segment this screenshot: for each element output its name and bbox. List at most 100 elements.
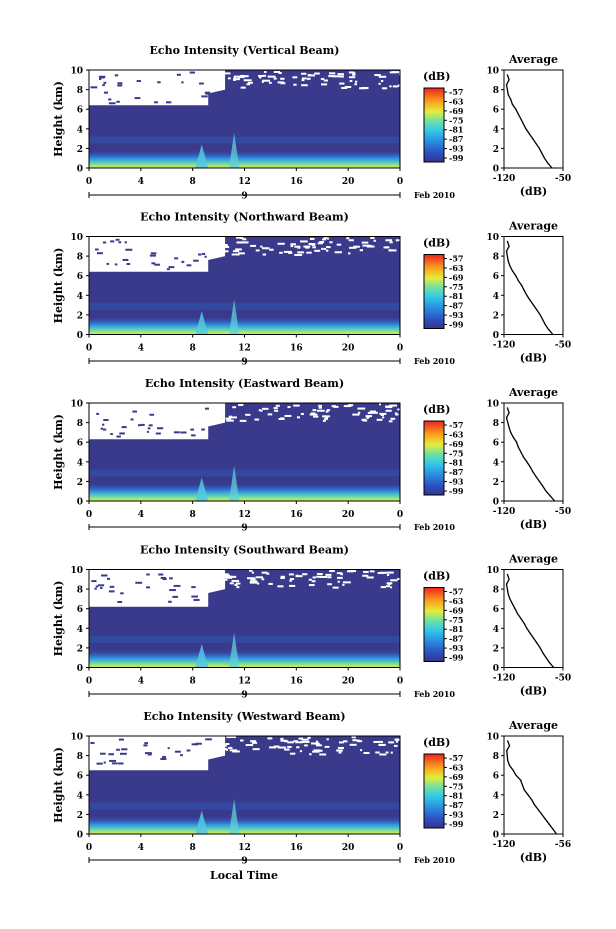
x-tick-label: 0 (397, 177, 403, 187)
no-data-speck (287, 741, 294, 744)
panel-3: Echo Intensity (Southward Beam)0 4 8 12 16 20… (52, 544, 571, 701)
avg-line (505, 574, 555, 668)
no-data-speck (316, 575, 323, 578)
heatmap-plume (228, 632, 240, 668)
date-label: Feb 2010 (414, 522, 455, 532)
no-data-speck (293, 740, 298, 743)
heatmap-mid-layer (89, 636, 400, 643)
no-data-speck (290, 245, 294, 248)
avg-x-tick-label: -120 (493, 174, 516, 184)
avg-y-tick-label: 0 (493, 831, 499, 841)
no-data-speck (343, 405, 352, 408)
no-data-speck (273, 407, 278, 410)
no-data-speck (378, 744, 385, 747)
colorbar-unit: (dB) (423, 570, 450, 583)
avg-point (520, 617, 522, 620)
avg-point (552, 828, 554, 830)
avg-title: Average (508, 220, 558, 233)
no-data-speck (243, 79, 252, 82)
avg-y-tick-label: 2 (493, 644, 499, 654)
colorbar-tick-label: -75 (449, 282, 463, 292)
no-data-speck (280, 577, 285, 580)
no-data-speck (275, 404, 280, 407)
echo-speck (193, 259, 199, 262)
no-data-speck (374, 74, 381, 77)
colorbar-tick-label: -93 (449, 643, 464, 653)
no-data-speck (240, 86, 246, 89)
avg-point (523, 289, 525, 291)
no-data-speck (273, 71, 281, 74)
x-tick-label: 20 (342, 344, 355, 354)
avg-frame (503, 402, 564, 502)
colorbar-tick-label: -87 (449, 467, 463, 477)
colorbar-tick-label: -93 (449, 810, 464, 820)
no-data-speck (349, 743, 357, 746)
colorbar-tick-label: -57 (449, 420, 463, 430)
no-data-speck (309, 753, 312, 756)
no-data-speck (312, 576, 316, 579)
x-axis-label: Local Time (210, 869, 278, 882)
echo-speck (102, 423, 105, 426)
echo-speck (174, 750, 181, 753)
echo-speck (96, 762, 103, 765)
no-data-speck (395, 239, 401, 242)
avg-point (509, 598, 511, 600)
avg-point (553, 666, 555, 669)
no-data-speck (221, 578, 228, 581)
echo-speck (160, 576, 166, 579)
x-tick-label: 16 (290, 677, 303, 687)
no-data-speck (301, 79, 305, 82)
avg-frame (503, 735, 564, 835)
y-tick-label: 10 (70, 67, 83, 77)
avg-y-tick-label: 2 (493, 311, 499, 321)
no-data-speck (280, 82, 286, 85)
no-data-speck (242, 238, 247, 241)
echo-speck (110, 240, 115, 243)
avg-y-tick-label: 2 (493, 811, 499, 821)
echo-speck (100, 427, 104, 430)
no-data-speck (302, 740, 310, 743)
y-tick-label: 8 (77, 419, 83, 429)
echo-speck (117, 82, 123, 85)
no-data-speck (366, 415, 370, 418)
no-data-speck (318, 404, 322, 407)
no-data-speck (354, 80, 358, 83)
no-data-speck (307, 74, 311, 77)
echo-speck (124, 241, 127, 244)
avg-point (542, 319, 544, 321)
echo-speck (108, 102, 116, 105)
no-data-speck (226, 736, 232, 739)
no-data-region (89, 569, 226, 607)
no-data-speck (261, 80, 264, 83)
heatmap (89, 236, 401, 335)
date-label: Feb 2010 (414, 190, 455, 200)
no-data-speck (369, 570, 375, 573)
no-data-speck (328, 75, 335, 78)
avg-point (542, 652, 544, 654)
no-data-speck (388, 741, 395, 744)
avg-point (508, 764, 511, 766)
x-tick-label: 8 (190, 177, 196, 187)
no-data-speck (278, 417, 285, 420)
no-data-speck (380, 413, 385, 416)
panel-title: Echo Intensity (Westward Beam) (143, 710, 345, 723)
no-data-speck (357, 411, 361, 414)
no-data-speck (288, 573, 294, 576)
colorbar-tick-label: -81 (449, 125, 463, 135)
echo-speck (103, 91, 108, 94)
echo-speck (117, 84, 123, 87)
no-data-speck (247, 81, 253, 84)
echo-speck (191, 743, 198, 746)
echo-speck (191, 595, 198, 598)
no-data-speck (325, 249, 329, 252)
echo-speck (191, 434, 196, 437)
avg-y-tick-label: 8 (493, 419, 499, 429)
no-data-speck (226, 419, 234, 422)
colorbar-tick-label: -99 (449, 486, 464, 496)
no-data-speck (288, 251, 293, 254)
panel-title: Echo Intensity (Northward Beam) (140, 211, 349, 224)
colorbar-tick-label: -87 (449, 134, 463, 144)
avg-title: Average (508, 53, 558, 66)
avg-y-tick-label: 6 (493, 272, 499, 282)
echo-speck (115, 238, 120, 241)
